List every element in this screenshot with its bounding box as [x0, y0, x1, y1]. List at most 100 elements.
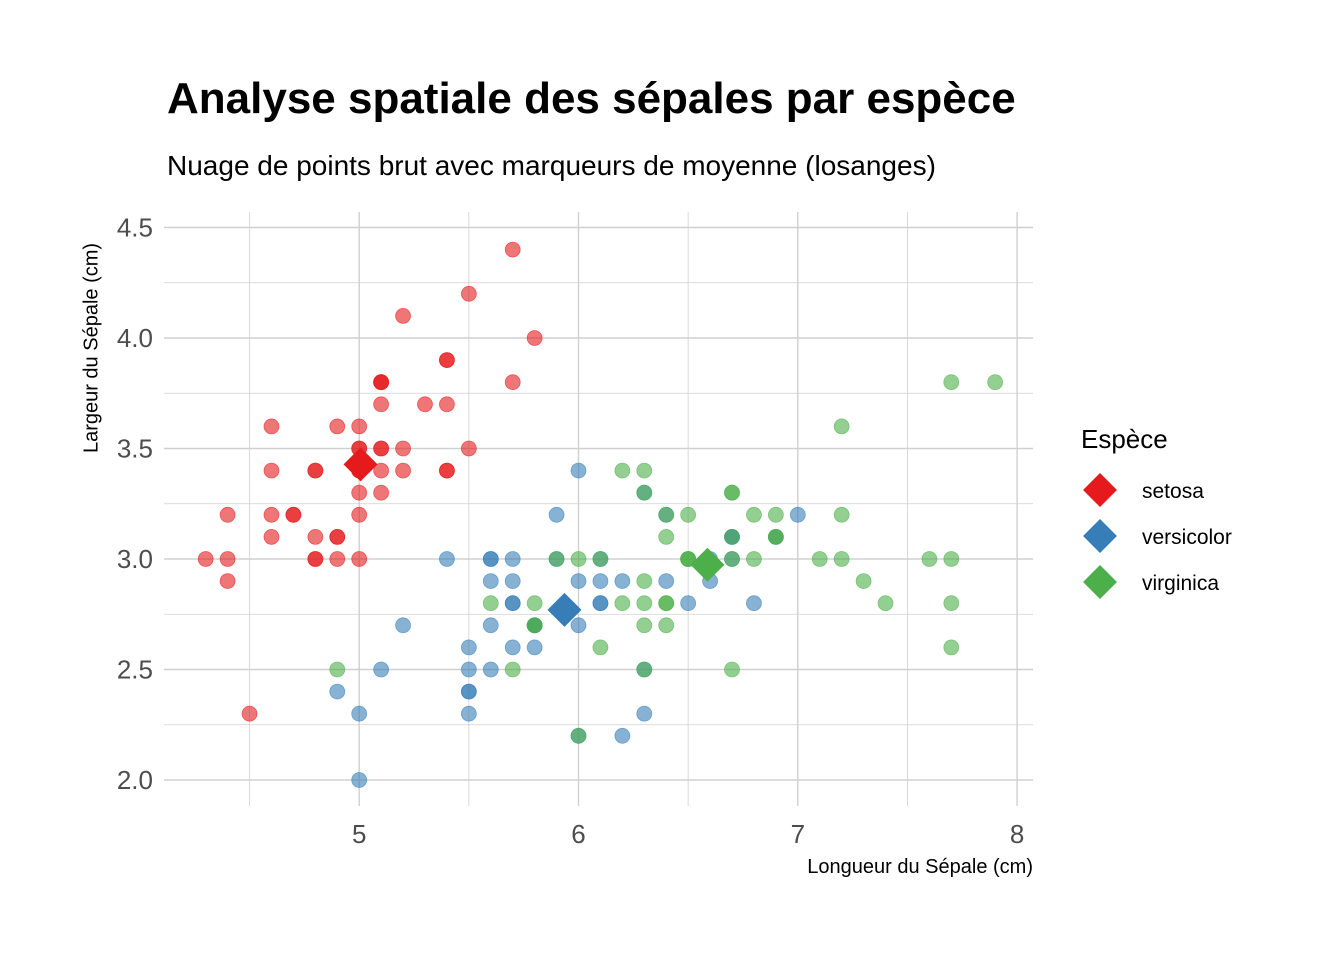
data-point-virginica	[636, 617, 653, 634]
data-point-setosa	[395, 462, 411, 479]
data-point-versicolor	[614, 727, 631, 744]
data-point-setosa	[373, 374, 390, 391]
y-tick-labels: 2.0 2.5 3.0 3.5 4.0 4.5	[117, 213, 153, 796]
data-point-virginica	[636, 595, 653, 612]
data-point-virginica	[680, 506, 697, 523]
data-point-virginica	[724, 661, 740, 678]
legend-diamond-icon	[1082, 564, 1122, 604]
mean-marker-virginica	[690, 547, 725, 582]
legend-diamond-icon	[1082, 472, 1122, 512]
data-point-virginica	[767, 529, 784, 545]
y-tick-label: 2.5	[117, 655, 153, 685]
chart-subtitle: Nuage de points brut avec marqueurs de m…	[167, 150, 936, 181]
data-point-versicolor	[460, 683, 477, 700]
data-point-setosa	[197, 551, 214, 567]
data-point-setosa	[329, 529, 346, 545]
legend-label: versicolor	[1142, 526, 1232, 549]
data-point-setosa	[504, 241, 521, 258]
data-point-versicolor	[329, 683, 346, 700]
x-tick-label: 6	[571, 819, 585, 849]
data-point-setosa	[307, 529, 324, 545]
data-point-versicolor	[592, 595, 609, 612]
y-tick-label: 2.0	[117, 765, 153, 795]
data-point-virginica	[570, 551, 587, 567]
data-point-setosa	[439, 396, 455, 413]
data-point-setosa	[219, 551, 236, 567]
data-point-setosa	[285, 506, 302, 523]
data-point-versicolor	[482, 573, 499, 589]
data-point-versicolor	[439, 551, 455, 567]
data-point-virginica	[658, 529, 675, 545]
data-point-virginica	[921, 551, 938, 567]
legend-swatch-versicolor	[1083, 519, 1117, 553]
data-point-setosa	[351, 484, 368, 501]
data-point-virginica	[724, 484, 740, 501]
data-point-setosa	[460, 285, 477, 302]
data-point-virginica	[767, 506, 784, 523]
y-tick-label: 4.0	[117, 323, 153, 353]
data-point-setosa	[395, 307, 411, 324]
data-point-virginica	[636, 484, 653, 501]
data-point-virginica	[943, 595, 960, 612]
data-point-virginica	[724, 551, 740, 567]
x-tick-label: 5	[352, 819, 366, 849]
data-point-virginica	[526, 617, 543, 634]
data-point-virginica	[833, 418, 850, 435]
legend-item-versicolor: versicolor	[1082, 518, 1232, 558]
x-tick-label: 7	[791, 819, 805, 849]
data-point-virginica	[636, 573, 653, 589]
data-point-virginica	[592, 639, 609, 656]
y-axis-label: Largeur du Sépale (cm)	[80, 242, 103, 454]
data-point-virginica	[680, 551, 697, 567]
data-point-versicolor	[658, 573, 675, 589]
data-point-setosa	[504, 374, 521, 391]
data-point-setosa	[263, 529, 280, 545]
legend-item-setosa: setosa	[1082, 472, 1204, 512]
legend-swatch-setosa	[1083, 473, 1117, 507]
data-point-virginica	[570, 727, 587, 744]
data-point-versicolor	[504, 573, 521, 589]
data-point-virginica	[482, 595, 499, 612]
data-point-virginica	[614, 595, 631, 612]
x-axis-label: Longueur du Sépale (cm)	[807, 856, 1033, 878]
data-point-virginica	[636, 462, 653, 479]
data-point-virginica	[943, 551, 960, 567]
mean-marker-setosa	[343, 447, 378, 482]
legend-diamond-icon	[1082, 518, 1122, 558]
data-point-versicolor	[482, 617, 499, 634]
data-point-setosa	[351, 418, 368, 435]
chart-title: Analyse spatiale des sépales par espèce	[167, 74, 1016, 123]
data-point-setosa	[351, 506, 368, 523]
data-point-virginica	[987, 374, 1004, 391]
data-point-setosa	[526, 330, 543, 346]
data-point-versicolor	[460, 639, 477, 656]
legend-item-virginica: virginica	[1082, 564, 1219, 604]
data-point-setosa	[263, 418, 280, 435]
grid-lines	[164, 212, 1033, 806]
data-point-setosa	[373, 396, 390, 413]
data-point-virginica	[855, 573, 872, 589]
data-point-setosa	[373, 484, 390, 501]
data-point-setosa	[219, 573, 236, 589]
data-point-versicolor	[504, 639, 521, 656]
data-point-virginica	[526, 595, 543, 612]
data-point-versicolor	[614, 573, 631, 589]
data-point-virginica	[833, 551, 850, 567]
data-point-versicolor	[789, 506, 806, 523]
data-point-virginica	[943, 639, 960, 656]
data-point-setosa	[460, 440, 477, 457]
data-point-setosa	[373, 440, 390, 457]
y-tick-label: 4.5	[117, 213, 153, 243]
data-point-virginica	[329, 661, 346, 678]
data-point-versicolor	[482, 551, 499, 567]
data-point-virginica	[746, 506, 762, 523]
mean-marker-versicolor	[547, 592, 582, 627]
data-point-virginica	[877, 595, 894, 612]
data-point-virginica	[811, 551, 828, 567]
data-point-versicolor	[373, 661, 390, 678]
data-point-versicolor	[482, 661, 499, 678]
data-point-versicolor	[460, 705, 477, 722]
data-point-virginica	[833, 506, 850, 523]
data-point-versicolor	[570, 573, 587, 589]
